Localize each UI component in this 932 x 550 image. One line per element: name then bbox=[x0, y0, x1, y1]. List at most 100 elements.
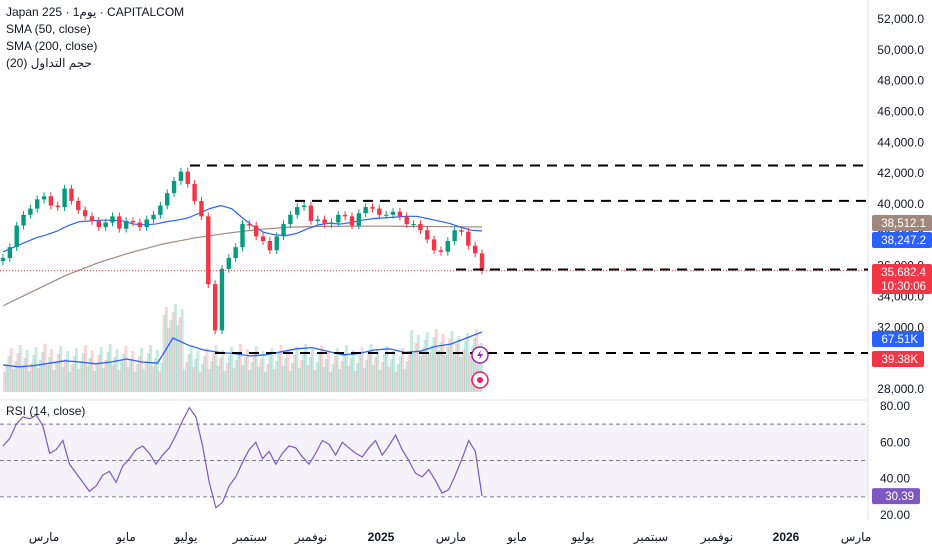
price-tag-label: 38,247.2 bbox=[881, 235, 926, 247]
rsi-tag-label: 30.39 bbox=[885, 491, 914, 503]
volume-bar bbox=[302, 352, 306, 392]
price-tag bbox=[872, 215, 932, 231]
sma50-line bbox=[2, 204, 483, 253]
candle-body bbox=[137, 222, 143, 228]
volume-bar bbox=[14, 361, 18, 392]
symbol-title[interactable]: Japan 225 · 1يوم · CAPITALCOM bbox=[6, 5, 185, 19]
volume-bar bbox=[360, 347, 364, 392]
sma50-path bbox=[2, 204, 483, 253]
volume-bar bbox=[245, 349, 249, 392]
volume-bar bbox=[203, 356, 207, 392]
volume-bar bbox=[151, 366, 155, 392]
candle-body bbox=[315, 219, 320, 221]
candle-body bbox=[240, 224, 245, 248]
volume-bar bbox=[23, 358, 27, 392]
candle-body bbox=[342, 214, 348, 217]
volume-bar bbox=[153, 358, 157, 392]
rsi-tick: 40.00 bbox=[880, 472, 910, 486]
volume-bar bbox=[419, 356, 423, 392]
time-tick: مارس bbox=[841, 530, 872, 545]
candle-body bbox=[479, 253, 485, 271]
volume-bar bbox=[297, 368, 301, 392]
volume-bar bbox=[306, 365, 310, 392]
volume-bar bbox=[81, 353, 85, 392]
volume-bar bbox=[401, 348, 405, 392]
volume-bar bbox=[5, 364, 9, 392]
volume-bar bbox=[248, 370, 252, 392]
volume-bar bbox=[173, 304, 177, 392]
volume-bar bbox=[3, 372, 6, 392]
volume-bar bbox=[95, 363, 99, 392]
volume-bar bbox=[124, 346, 128, 392]
candle-body bbox=[336, 214, 341, 223]
volume-bar bbox=[41, 352, 45, 392]
candle-body bbox=[212, 284, 218, 331]
volume-bar bbox=[106, 352, 110, 392]
volume-bar bbox=[230, 347, 234, 392]
volume-bar bbox=[371, 365, 375, 392]
volume-ma-line bbox=[2, 331, 483, 368]
price-tick: 44,000.0 bbox=[877, 135, 924, 149]
candle-body bbox=[117, 216, 122, 229]
candle-body bbox=[425, 230, 430, 240]
rsi-legend[interactable]: RSI (14, close) bbox=[6, 404, 86, 418]
candle-body bbox=[171, 180, 177, 194]
candle-body bbox=[144, 219, 149, 228]
volume-bar bbox=[439, 342, 443, 392]
volume-bar bbox=[362, 368, 366, 392]
candle-body bbox=[62, 188, 67, 208]
volume-bar bbox=[178, 317, 182, 392]
volume-bar bbox=[135, 364, 139, 392]
candle-body bbox=[151, 214, 156, 220]
volume-bar bbox=[158, 371, 162, 392]
volume-bar bbox=[263, 372, 267, 392]
candle-body bbox=[267, 241, 273, 251]
volume-bar bbox=[43, 344, 47, 392]
candle-body bbox=[89, 216, 95, 221]
candle-body bbox=[35, 199, 40, 209]
candle-body bbox=[185, 171, 190, 184]
volume-bar bbox=[286, 350, 290, 392]
candle-body bbox=[274, 236, 279, 251]
volume-bar bbox=[97, 355, 101, 392]
volume-bar bbox=[149, 345, 153, 392]
volume-bar bbox=[216, 366, 220, 392]
candle-body bbox=[69, 188, 74, 201]
volume-bar bbox=[142, 369, 146, 392]
volume-bar bbox=[351, 350, 355, 392]
volume-bar bbox=[412, 351, 416, 392]
volume-bar bbox=[446, 347, 450, 392]
volume-bar bbox=[374, 357, 378, 392]
volume-bar bbox=[457, 336, 461, 392]
volume-bar bbox=[189, 346, 193, 392]
candle-body bbox=[253, 225, 259, 237]
volume-bar bbox=[293, 355, 297, 392]
candle-body bbox=[41, 196, 47, 200]
volume-bar bbox=[47, 357, 51, 392]
volume-bar bbox=[392, 351, 396, 392]
volume-bar bbox=[385, 346, 389, 392]
candle-body bbox=[247, 224, 252, 226]
volume-bar bbox=[335, 348, 339, 392]
volume-bar bbox=[441, 334, 445, 392]
volume-bar bbox=[122, 354, 126, 392]
volume-bar bbox=[77, 369, 81, 392]
volume-bar bbox=[464, 341, 468, 392]
volume-bar bbox=[338, 369, 342, 392]
candle-body bbox=[192, 183, 197, 201]
volume-bar bbox=[83, 345, 87, 392]
sma50-legend[interactable]: SMA (50, close) bbox=[6, 22, 91, 36]
volume-bar bbox=[29, 363, 33, 392]
candle-body bbox=[288, 214, 293, 225]
volume-bar bbox=[443, 355, 447, 392]
volume-bar bbox=[227, 355, 231, 392]
sma200-legend[interactable]: SMA (200, close) bbox=[6, 39, 98, 53]
volume-bar bbox=[347, 366, 351, 392]
volume-legend[interactable]: حجم التداول (20) bbox=[6, 56, 92, 70]
time-tick: يوليو bbox=[173, 530, 197, 545]
volume-bar bbox=[155, 350, 159, 392]
candles bbox=[0, 167, 485, 335]
volume-bar bbox=[176, 325, 180, 392]
volume-bar bbox=[144, 361, 148, 392]
